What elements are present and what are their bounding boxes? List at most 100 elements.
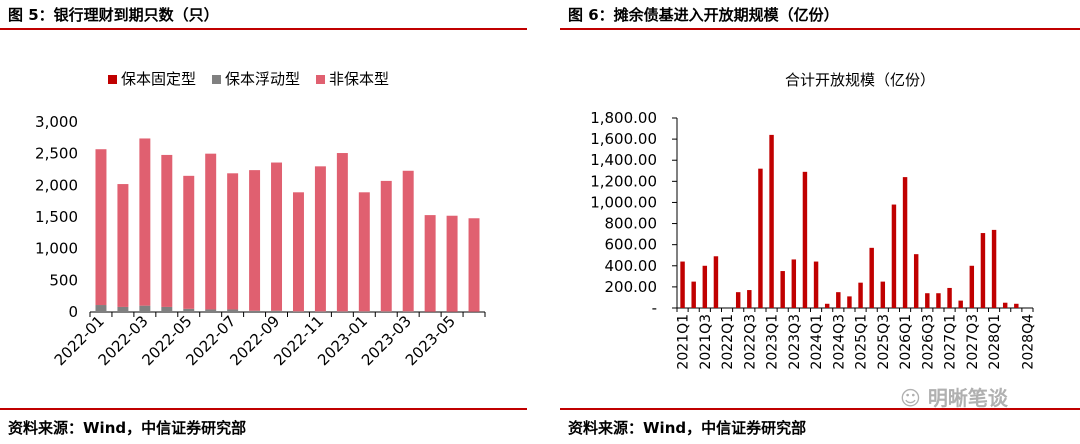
- bar-segment: [402, 170, 414, 312]
- bar-segment: [117, 184, 129, 307]
- bar-segment: [139, 138, 151, 306]
- watermark-text: 明晰笔谈: [927, 386, 1008, 410]
- x-tick-label: 2024Q3: [831, 314, 847, 370]
- legend-label: 保本固定型: [121, 70, 196, 88]
- bar: [836, 292, 841, 308]
- y-tick-label: 800.00: [605, 215, 658, 233]
- watermark: ☺ 明晰笔谈: [900, 382, 1008, 411]
- x-tick-label: 2027Q1: [943, 314, 959, 370]
- bar-segment: [249, 310, 261, 312]
- bar-segment: [271, 162, 283, 311]
- x-tick-label: 2021Q3: [698, 314, 714, 370]
- bar: [824, 303, 830, 308]
- bar: [869, 247, 874, 308]
- bar: [902, 177, 908, 308]
- right-chart: 合计开放规模（亿份） - 200.00 400.00 600.00 800.00 1,000…: [590, 71, 1036, 370]
- title-rule: [560, 28, 1080, 30]
- bar-segment: [468, 218, 480, 312]
- chart-title: 合计开放规模（亿份）: [785, 71, 935, 89]
- x-tick-label: 2022Q1: [720, 314, 736, 370]
- bar-segment: [402, 311, 414, 312]
- right-panel: 图 6：摊余债基进入开放期规模（亿份） 合计开放规模（亿份） - 200.00 400…: [560, 0, 1080, 444]
- source-rule: [0, 408, 527, 410]
- bar: [758, 168, 763, 308]
- bar-segment: [380, 311, 392, 312]
- x-tick-label: 2028Q4: [1020, 314, 1036, 370]
- bar-segment: [424, 215, 436, 312]
- x-tick-label: 2027Q3: [965, 314, 981, 370]
- bar: [991, 229, 997, 308]
- y-tick-label: 3,000: [35, 113, 78, 131]
- bar-segment: [336, 311, 348, 312]
- bar-segment: [380, 180, 392, 312]
- x-tick-label: 2023Q1: [765, 314, 781, 370]
- source-note: 资料来源：Wind，中信证券研究部: [8, 419, 247, 437]
- x-tick-label: 2025Q3: [876, 314, 892, 370]
- y-tick-label: 1,400.00: [590, 151, 657, 169]
- bar-segment: [205, 153, 217, 310]
- bar-segment: [314, 166, 326, 312]
- bar: [925, 293, 930, 308]
- y-tick-label: 200.00: [605, 278, 658, 296]
- legend-swatch: [108, 75, 117, 84]
- bar-segment: [205, 309, 217, 312]
- bar: [947, 287, 952, 308]
- x-tick-label: 2026Q3: [920, 314, 936, 370]
- bar-segment: [292, 192, 304, 312]
- x-tick-label: 2026Q1: [898, 314, 914, 370]
- left-chart: 保本固定型 保本浮动型 非保本型 0 500 1,000 1,500 2,000 2,500 3,…: [35, 70, 486, 369]
- bar-segment: [161, 306, 173, 312]
- bar-segment: [95, 149, 107, 306]
- bar-segment: [292, 311, 304, 312]
- x-tick-label: 2028Q1: [987, 314, 1003, 370]
- bar: [691, 281, 696, 308]
- bar: [680, 261, 685, 308]
- x-tick-label: 2022Q3: [742, 314, 758, 370]
- bar: [735, 292, 741, 308]
- bar-segment: [249, 170, 261, 311]
- y-tick-label: 2,500: [35, 145, 78, 163]
- bar-segment: [227, 173, 239, 310]
- bar: [780, 271, 785, 308]
- figure-title: 图 6：摊余债基进入开放期规模（亿份）: [568, 6, 839, 24]
- bar: [847, 296, 852, 308]
- y-tick-label: 400.00: [605, 257, 658, 275]
- legend-label: 保本浮动型: [225, 70, 300, 88]
- y-tick-label: 1,600.00: [590, 130, 657, 148]
- bar: [1002, 302, 1008, 308]
- bar-segment: [183, 308, 195, 312]
- bar: [769, 134, 774, 308]
- bar: [702, 265, 708, 308]
- bar-segment: [227, 309, 239, 312]
- bar-segment: [446, 215, 458, 312]
- bar-segment: [358, 311, 370, 312]
- y-tick-label: 1,000.00: [590, 193, 657, 211]
- bar: [1014, 303, 1019, 308]
- bar: [980, 233, 986, 308]
- x-tick-label: 2023Q3: [787, 314, 803, 370]
- y-tick-label: 1,000: [35, 240, 78, 258]
- legend-swatch: [316, 75, 325, 84]
- bar-segment: [271, 310, 283, 312]
- bar-segment: [314, 311, 326, 312]
- wechat-icon: ☺: [900, 386, 921, 410]
- legend-label: 非保本型: [329, 70, 389, 88]
- bar-segment: [336, 153, 348, 312]
- y-tick-label: 1,500: [35, 208, 78, 226]
- bar-segment: [183, 175, 195, 309]
- bar: [958, 300, 963, 308]
- source-note: 资料来源：Wind，中信证券研究部: [568, 419, 807, 437]
- y-tick-label: 500: [49, 271, 78, 289]
- x-tick-label: 2025Q1: [854, 314, 870, 370]
- y-tick-label: 2,000: [35, 176, 78, 194]
- y-tick-label: 600.00: [605, 236, 658, 254]
- source-rule: [560, 408, 1080, 410]
- y-tick-label: 1,200.00: [590, 172, 657, 190]
- y-tick-label: -: [652, 299, 657, 317]
- left-panel: 图 5：银行理财到期只数（只） 保本固定型 保本浮动型 非保本型 0 500 1,000 1…: [0, 0, 527, 444]
- bar: [791, 259, 797, 308]
- bar: [880, 281, 886, 308]
- bar: [891, 204, 897, 308]
- legend-swatch: [212, 75, 221, 84]
- title-rule: [0, 28, 527, 30]
